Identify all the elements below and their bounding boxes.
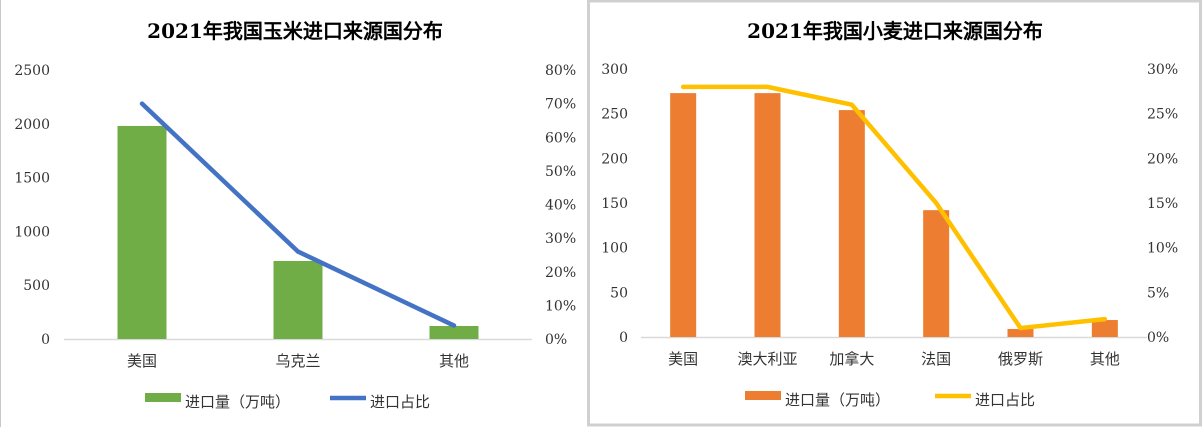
category-label: 俄罗斯 <box>998 350 1043 368</box>
y2-tick-label: 10% <box>545 298 576 314</box>
y-tick-label: 250 <box>601 107 628 123</box>
y2-tick-label: 20% <box>545 265 576 281</box>
y2-tick-label: 60% <box>545 130 576 146</box>
legend-label-line: 进口占比 <box>975 391 1035 409</box>
category-label: 加拿大 <box>829 350 874 368</box>
y2-tick-label: 40% <box>545 198 576 214</box>
bar-法国 <box>923 210 950 337</box>
y-tick-label: 2500 <box>14 63 50 79</box>
chart-title-wheat: 2021年我国小麦进口来源国分布 <box>747 19 1043 43</box>
category-label: 其他 <box>439 352 469 370</box>
y-tick-label: 1000 <box>14 224 50 240</box>
y2-tick-label: 20% <box>1147 151 1178 167</box>
y2-tick-label: 15% <box>1147 196 1178 212</box>
bar-其他 <box>429 325 479 339</box>
y2-tick-label: 30% <box>1147 62 1178 78</box>
y2-tick-label: 25% <box>1147 107 1178 123</box>
bar-加拿大 <box>838 110 865 338</box>
bar-美国 <box>670 93 697 338</box>
bar-乌克兰 <box>273 260 323 339</box>
y-tick-label: 2000 <box>14 117 50 133</box>
bar-澳大利亚 <box>754 93 781 338</box>
y2-tick-label: 5% <box>1147 285 1169 301</box>
y-tick-label: 300 <box>601 62 628 78</box>
y-tick-label: 50 <box>610 285 628 301</box>
category-label: 乌克兰 <box>275 352 320 370</box>
category-label: 美国 <box>127 352 157 370</box>
y2-tick-label: 80% <box>545 63 576 79</box>
y-tick-label: 100 <box>601 241 628 257</box>
chart-title-corn: 2021年我国玉米进口来源国分布 <box>147 19 443 43</box>
category-label: 美国 <box>668 350 698 368</box>
bar-其他 <box>1091 320 1118 337</box>
legend-label-line: 进口占比 <box>370 393 430 411</box>
bar-俄罗斯 <box>1007 328 1034 337</box>
y-tick-label: 200 <box>601 151 628 167</box>
y2-tick-label: 0% <box>545 332 567 348</box>
y-tick-label: 150 <box>601 196 628 212</box>
y2-tick-label: 10% <box>1147 241 1178 257</box>
category-label: 法国 <box>921 350 951 368</box>
y2-tick-label: 30% <box>545 231 576 247</box>
y-tick-label: 500 <box>23 278 50 294</box>
category-label: 澳大利亚 <box>737 350 797 368</box>
legend-swatch-bar <box>145 393 181 402</box>
y-tick-label: 0 <box>41 332 50 348</box>
y2-tick-label: 50% <box>545 164 576 180</box>
bar-美国 <box>117 125 167 340</box>
legend-label-bar: 进口量（万吨） <box>785 391 890 409</box>
y2-tick-label: 70% <box>545 97 576 113</box>
y2-tick-label: 0% <box>1147 330 1169 346</box>
y-tick-label: 0 <box>619 330 628 346</box>
y-tick-label: 1500 <box>14 171 50 187</box>
legend-label-bar: 进口量（万吨） <box>185 393 290 411</box>
category-label: 其他 <box>1090 350 1120 368</box>
line-series-share <box>680 84 1108 331</box>
right-panel-border <box>587 0 1202 427</box>
legend-swatch-bar <box>745 391 781 400</box>
